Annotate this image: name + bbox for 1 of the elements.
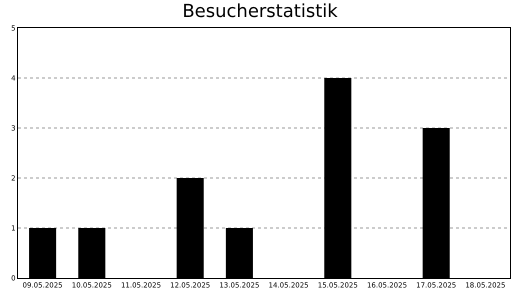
- chart-title: Besucherstatistik: [182, 1, 338, 22]
